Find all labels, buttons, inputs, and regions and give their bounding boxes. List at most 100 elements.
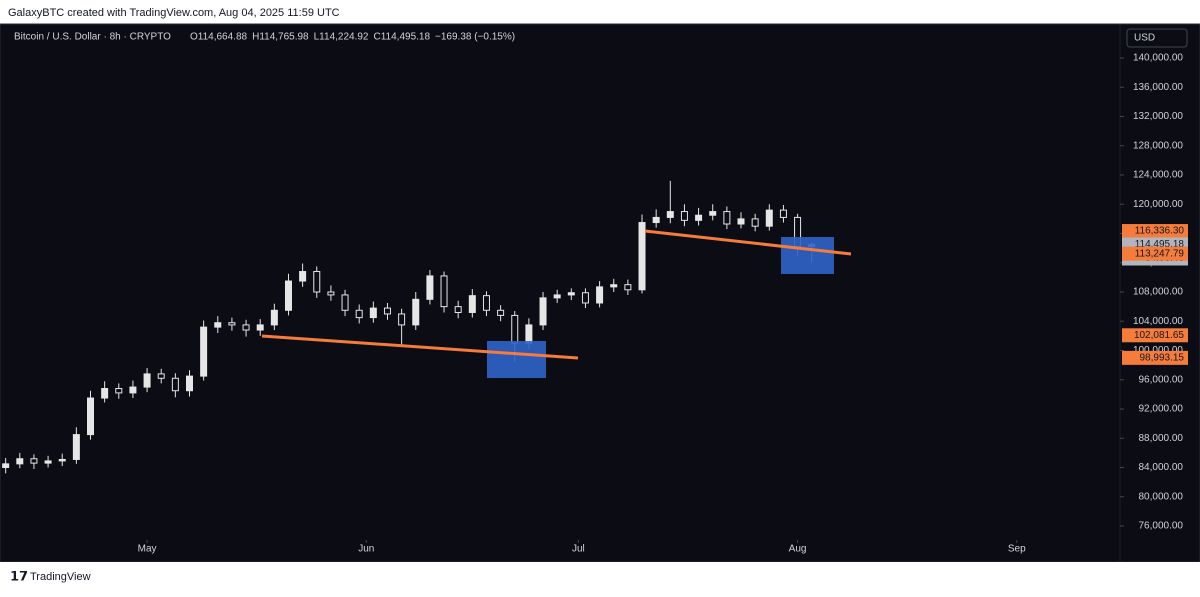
candle-body xyxy=(765,209,773,227)
price-label-box xyxy=(1122,328,1188,343)
price-axis: 140,000.00 136,000.00 132,000.00 128,000.00… xyxy=(138,53,1188,555)
zone-box xyxy=(487,341,546,378)
candle-body xyxy=(72,434,80,460)
x-tick-label: Aug xyxy=(789,544,807,555)
y-tick-label: 120,000.00 xyxy=(1133,199,1183,210)
y-tick-label: 100,000.00 xyxy=(1133,345,1183,356)
top-strip xyxy=(0,0,1200,24)
candle-body xyxy=(256,324,264,331)
y-tick-label: 104,000.00 xyxy=(1133,316,1183,327)
candle-body xyxy=(200,326,208,377)
brand: TradingView xyxy=(30,571,91,583)
candle-body xyxy=(596,286,604,304)
candle-body xyxy=(398,313,406,326)
candle-body xyxy=(652,216,660,224)
candle-body xyxy=(284,280,292,311)
price-label: 114,495.18 xyxy=(1135,239,1185,250)
y-tick-label: 140,000.00 xyxy=(1133,53,1183,64)
y-tick-label: 108,000.00 xyxy=(1133,287,1183,298)
candle-body xyxy=(341,294,349,311)
candle-body xyxy=(242,324,250,331)
candle-body xyxy=(666,211,674,218)
candle-body xyxy=(680,211,688,221)
candle-body xyxy=(581,292,589,304)
candle-body xyxy=(355,309,363,319)
ohlc-value: −169.38 (−0.15%) xyxy=(435,32,515,43)
ohlc-value: C114,495.18 xyxy=(374,32,431,43)
price-label: 98,993.15 xyxy=(1140,353,1185,364)
candle-body xyxy=(44,460,52,464)
candle-body xyxy=(129,386,137,394)
candle-body xyxy=(143,373,151,388)
price-label-box xyxy=(1122,224,1188,239)
candle-body xyxy=(228,322,236,326)
caption: GalaxyBTC created with TradingView.com, … xyxy=(8,7,340,19)
y-tick-label: 124,000.00 xyxy=(1133,170,1183,181)
candle-body xyxy=(511,314,519,344)
y-tick-label: 128,000.00 xyxy=(1133,140,1183,151)
candle-body xyxy=(723,211,731,225)
y-tick-label: 96,000.00 xyxy=(1139,374,1184,385)
y-tick-label: 76,000.00 xyxy=(1139,521,1184,532)
x-tick-label: May xyxy=(138,544,157,555)
bottom-strip xyxy=(0,562,1200,592)
symbol-title: Bitcoin / U.S. Dollar · 8h · CRYPTO xyxy=(14,32,171,43)
candle-body xyxy=(779,209,787,218)
candle-body xyxy=(16,458,24,465)
candle-body xyxy=(30,458,38,464)
y-tick-label: 132,000.00 xyxy=(1133,111,1183,122)
candle-body xyxy=(214,322,222,328)
candle-body xyxy=(454,306,462,313)
candle-body xyxy=(610,284,618,288)
candle-body xyxy=(440,275,448,308)
candle-body xyxy=(567,292,575,296)
candle-body xyxy=(171,377,179,392)
y-tick-label: 92,000.00 xyxy=(1139,404,1184,415)
x-tick-label: Sep xyxy=(1008,544,1026,555)
candle-body xyxy=(553,294,561,299)
candle-body xyxy=(468,295,476,313)
candle-body xyxy=(695,214,703,221)
candle-body xyxy=(383,307,391,315)
candle-body xyxy=(313,271,321,293)
candle-body xyxy=(2,463,10,469)
x-tick-label: Jun xyxy=(358,544,374,555)
price-label: 113,247.79 xyxy=(1135,248,1185,259)
candle-body xyxy=(638,222,646,291)
candle-body xyxy=(751,218,759,227)
price-label: 102,081.65 xyxy=(1134,330,1184,341)
candle-body xyxy=(497,309,505,316)
price-label-box xyxy=(1122,246,1188,261)
candle-body xyxy=(369,307,377,319)
candle-body xyxy=(539,297,547,326)
logo-mark: 𝟭𝟳 xyxy=(10,568,28,583)
zone-box xyxy=(781,237,834,274)
y-tick-label: 88,000.00 xyxy=(1139,433,1184,444)
y-tick-label: 136,000.00 xyxy=(1133,82,1183,93)
ohlc-legend: O114,664.88 H114,765.98 L114,224.92 C114,49… xyxy=(190,32,515,43)
y-tick-label: 80,000.00 xyxy=(1139,491,1184,502)
candle-body xyxy=(270,309,278,326)
currency: USD xyxy=(1134,33,1155,44)
plot xyxy=(2,180,816,474)
candle-body xyxy=(426,275,434,300)
candle-body xyxy=(412,298,420,326)
price-label: 116,336.30 xyxy=(1135,226,1185,237)
candle-body xyxy=(58,458,66,462)
trend-line xyxy=(261,334,579,360)
price-label-box xyxy=(1122,350,1188,365)
candle-body xyxy=(624,284,632,291)
candle-body xyxy=(709,211,717,216)
candle-body xyxy=(299,271,307,282)
candle-body xyxy=(525,324,533,344)
candle-body xyxy=(737,218,745,225)
candle-body xyxy=(157,373,165,379)
ohlc-value: O114,664.88 xyxy=(190,32,248,43)
x-tick-label: Jul xyxy=(572,544,585,555)
ohlc-value: L114,224.92 xyxy=(314,32,369,43)
trend-line xyxy=(644,229,852,256)
ohlc-value: H114,765.98 xyxy=(252,32,309,43)
candle-body xyxy=(327,291,335,296)
